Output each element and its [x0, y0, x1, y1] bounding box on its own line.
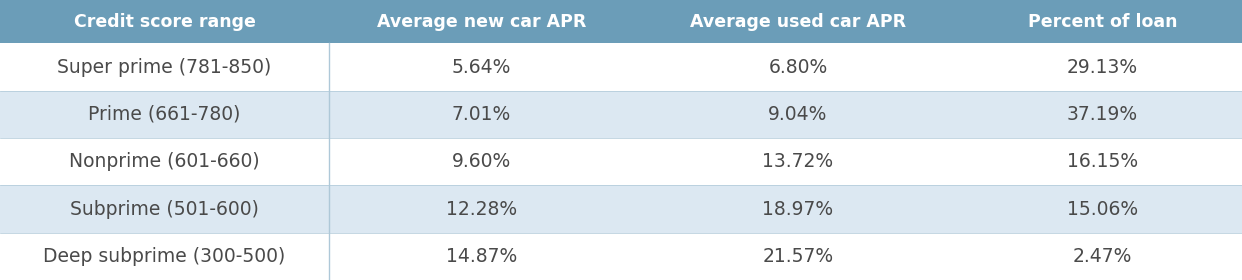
Bar	[329, 233, 633, 280]
Text: 9.04%: 9.04%	[769, 105, 827, 124]
Bar	[0, 0, 329, 43]
Bar	[0, 185, 329, 233]
Bar	[963, 138, 1242, 185]
Text: 29.13%: 29.13%	[1067, 58, 1138, 76]
Text: 15.06%: 15.06%	[1067, 200, 1138, 218]
Bar	[633, 43, 963, 91]
Text: 13.72%: 13.72%	[763, 152, 833, 171]
Text: 14.87%: 14.87%	[446, 247, 517, 266]
Bar	[963, 43, 1242, 91]
Bar	[0, 233, 329, 280]
Bar	[633, 185, 963, 233]
Bar	[329, 0, 633, 43]
Text: Subprime (501-600): Subprime (501-600)	[70, 200, 260, 218]
Text: Prime (661-780): Prime (661-780)	[88, 105, 241, 124]
Text: Super prime (781-850): Super prime (781-850)	[57, 58, 272, 76]
Bar	[963, 0, 1242, 43]
Bar	[633, 138, 963, 185]
Text: Credit score range: Credit score range	[73, 13, 256, 31]
Bar	[633, 0, 963, 43]
Bar	[0, 91, 329, 138]
Bar	[963, 91, 1242, 138]
Text: 12.28%: 12.28%	[446, 200, 517, 218]
Bar	[329, 185, 633, 233]
Text: Deep subprime (300-500): Deep subprime (300-500)	[43, 247, 286, 266]
Bar	[633, 233, 963, 280]
Text: 7.01%: 7.01%	[452, 105, 510, 124]
Text: 16.15%: 16.15%	[1067, 152, 1138, 171]
Bar	[329, 43, 633, 91]
Bar	[633, 91, 963, 138]
Bar	[963, 233, 1242, 280]
Text: 21.57%: 21.57%	[763, 247, 833, 266]
Text: 2.47%: 2.47%	[1073, 247, 1131, 266]
Bar	[329, 138, 633, 185]
Text: 6.80%: 6.80%	[769, 58, 827, 76]
Text: 5.64%: 5.64%	[452, 58, 510, 76]
Text: 9.60%: 9.60%	[452, 152, 510, 171]
Text: Percent of loan: Percent of loan	[1027, 13, 1177, 31]
Text: Average new car APR: Average new car APR	[376, 13, 586, 31]
Text: Nonprime (601-660): Nonprime (601-660)	[70, 152, 260, 171]
Text: 18.97%: 18.97%	[763, 200, 833, 218]
Text: 37.19%: 37.19%	[1067, 105, 1138, 124]
Text: Average used car APR: Average used car APR	[689, 13, 907, 31]
Bar	[963, 185, 1242, 233]
Bar	[0, 138, 329, 185]
Bar	[329, 91, 633, 138]
Bar	[0, 43, 329, 91]
